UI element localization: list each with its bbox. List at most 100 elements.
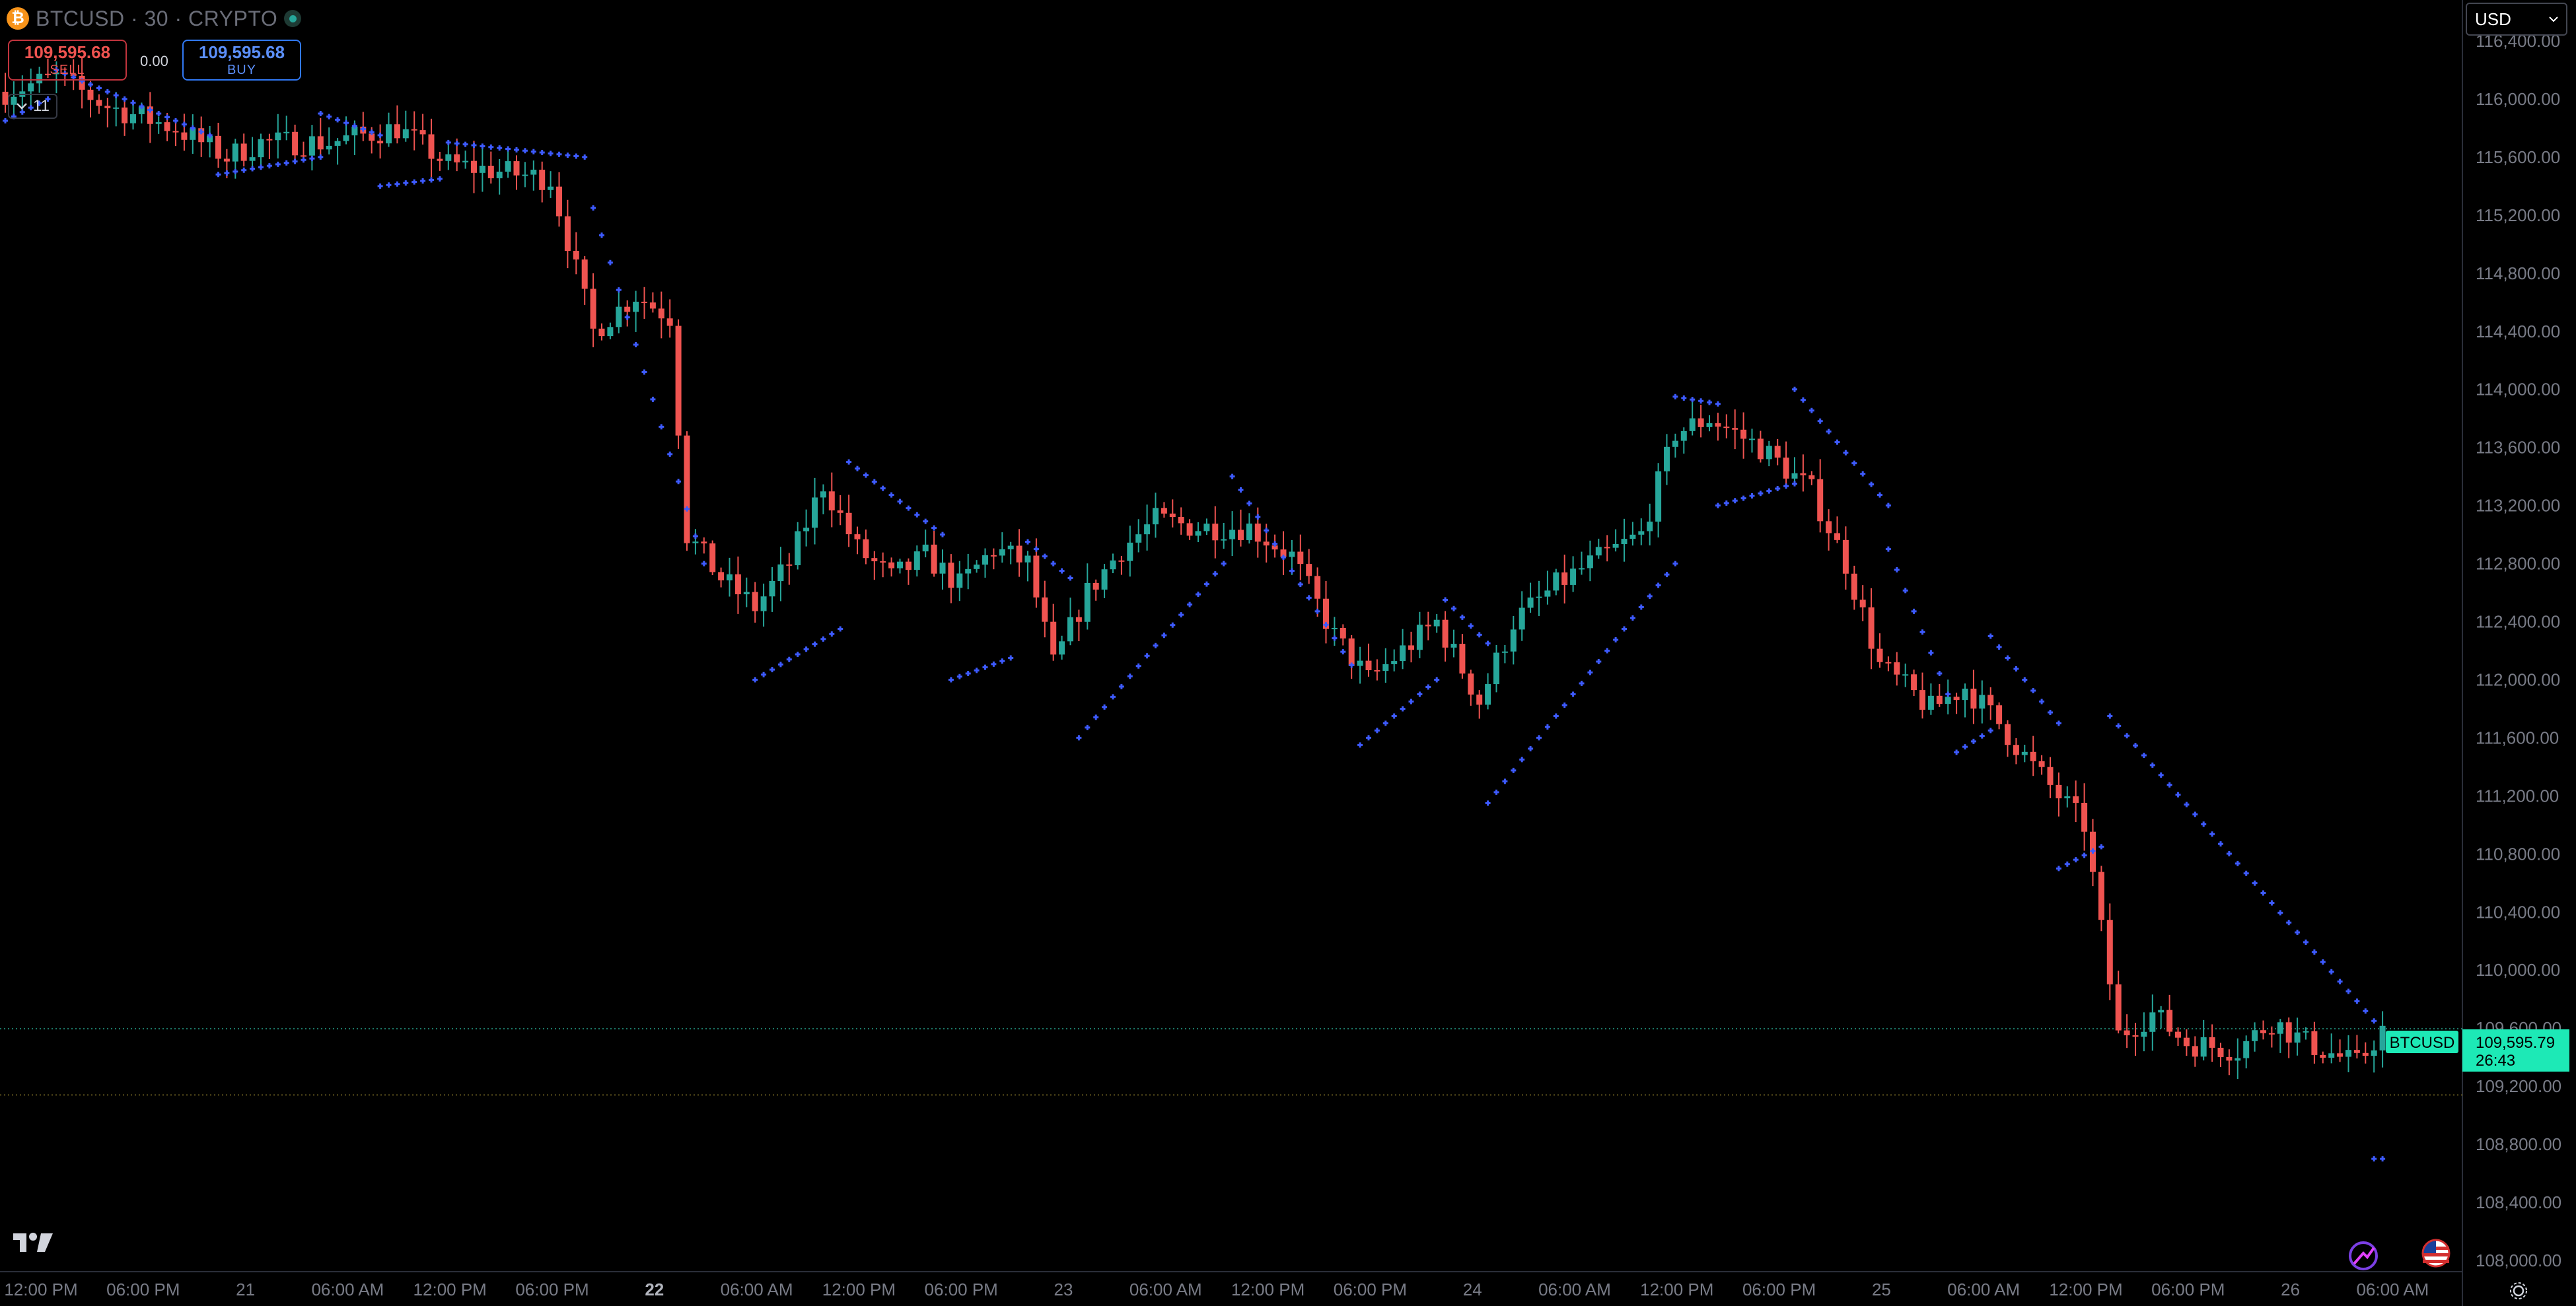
sar-dot bbox=[1033, 546, 1039, 552]
sar-dot bbox=[215, 172, 221, 178]
sar-dot bbox=[505, 146, 511, 152]
sar-dot bbox=[914, 512, 920, 518]
candle bbox=[428, 118, 435, 178]
tradingview-logo[interactable] bbox=[12, 1231, 54, 1254]
candle bbox=[1365, 643, 1372, 677]
candle bbox=[1221, 522, 1227, 549]
sar-dot bbox=[1732, 498, 1738, 504]
sar-dot bbox=[2201, 821, 2207, 827]
candle bbox=[1468, 670, 1474, 706]
candle bbox=[1195, 522, 1201, 543]
sar-dot bbox=[2056, 720, 2061, 726]
sar-dot bbox=[1877, 492, 1882, 498]
y-axis-tick-label: 114,800.00 bbox=[2476, 263, 2560, 283]
candle bbox=[1553, 568, 1559, 596]
candle bbox=[1587, 540, 1593, 582]
sar-dot bbox=[2005, 655, 2011, 661]
sar-dot bbox=[1340, 649, 1346, 655]
candle bbox=[2362, 1042, 2369, 1064]
sar-dot bbox=[1161, 633, 1167, 638]
candle bbox=[692, 529, 699, 555]
sar-dot bbox=[394, 181, 400, 187]
sar-dot bbox=[846, 459, 852, 465]
candle bbox=[1706, 415, 1713, 432]
sar-dot bbox=[2081, 852, 2087, 858]
sar-dot bbox=[497, 145, 503, 151]
x-axis-tick-label: 12:00 PM bbox=[1640, 1280, 1713, 1299]
y-axis-tick-label: 110,800.00 bbox=[2476, 844, 2560, 864]
candle bbox=[308, 125, 315, 171]
candle bbox=[1834, 516, 1840, 543]
sar-dot bbox=[2252, 880, 2258, 886]
sell-button[interactable]: 109,595.68 SELL bbox=[8, 40, 127, 81]
sar-dot bbox=[1528, 745, 1534, 751]
sar-dot bbox=[1153, 642, 1159, 648]
candle bbox=[2047, 757, 2054, 798]
bar-countdown: 26:43 bbox=[2476, 1052, 2515, 1070]
sar-dot bbox=[1885, 546, 1891, 552]
sar-dot bbox=[1987, 633, 1993, 639]
candle bbox=[1084, 563, 1091, 630]
candle bbox=[1016, 529, 1022, 577]
candle bbox=[1135, 519, 1142, 553]
candle bbox=[2320, 1051, 2326, 1064]
sar-dot bbox=[1093, 714, 1099, 720]
candle bbox=[760, 583, 767, 627]
x-axis-tick-label: 25 bbox=[1872, 1280, 1891, 1299]
candle bbox=[1059, 635, 1065, 660]
candle bbox=[1680, 427, 1687, 454]
sar-dot bbox=[777, 662, 783, 668]
candle bbox=[1400, 629, 1406, 670]
settings-gear-icon[interactable] bbox=[2507, 1280, 2530, 1302]
spread-value: 0.00 bbox=[140, 53, 168, 69]
currency-select[interactable]: USD bbox=[2466, 3, 2567, 36]
sar-dot bbox=[1476, 632, 1482, 638]
candle bbox=[147, 92, 153, 143]
candle bbox=[1357, 646, 1363, 684]
candle bbox=[2379, 1011, 2386, 1068]
sar-dot bbox=[207, 132, 213, 138]
sar-dot bbox=[1579, 680, 1585, 686]
candle bbox=[2124, 1014, 2130, 1048]
sar-dot bbox=[803, 646, 809, 652]
candle bbox=[505, 149, 511, 178]
candle bbox=[266, 133, 273, 159]
candle bbox=[1604, 535, 1610, 562]
candle bbox=[1118, 555, 1125, 575]
sar-dot bbox=[2380, 1156, 2386, 1162]
symbol-header[interactable]: ₿ BTCUSD · 30 · CRYPTO bbox=[7, 4, 302, 33]
candle bbox=[743, 577, 750, 607]
last-price-symbol-badge bbox=[2386, 1031, 2458, 1053]
sar-dot bbox=[539, 150, 545, 156]
candle bbox=[786, 553, 793, 585]
sar-dot bbox=[530, 149, 536, 155]
candle bbox=[522, 162, 528, 188]
x-axis-tick-label: 23 bbox=[1054, 1280, 1073, 1299]
sar-dot bbox=[2320, 959, 2326, 965]
sar-dot bbox=[28, 105, 34, 111]
candle bbox=[1186, 519, 1193, 540]
sar-dot bbox=[2098, 844, 2104, 850]
candle bbox=[990, 548, 997, 570]
buy-button[interactable]: 109,595.68 BUY bbox=[182, 40, 301, 81]
candle bbox=[1246, 513, 1252, 544]
candle bbox=[1544, 570, 1551, 605]
candle bbox=[1519, 591, 1525, 641]
symbol-title[interactable]: BTCUSD · 30 · CRYPTO bbox=[36, 6, 278, 30]
us-flag-icon[interactable] bbox=[2421, 1239, 2451, 1268]
sar-dot bbox=[1196, 592, 1201, 598]
candle bbox=[2311, 1021, 2318, 1064]
sar-dot bbox=[2226, 850, 2232, 856]
candle bbox=[922, 530, 929, 558]
sar-dot bbox=[1570, 691, 1576, 697]
sar-dot bbox=[1792, 386, 1797, 392]
candle bbox=[1024, 551, 1031, 582]
candle bbox=[1902, 664, 1909, 687]
sar-dot bbox=[2337, 979, 2343, 984]
candle bbox=[1851, 565, 1857, 610]
sar-dot bbox=[1783, 483, 1789, 489]
compare-icon[interactable] bbox=[2345, 1237, 2382, 1274]
indicators-toggle-button[interactable]: 11 bbox=[8, 94, 57, 119]
candle bbox=[2371, 1040, 2377, 1073]
